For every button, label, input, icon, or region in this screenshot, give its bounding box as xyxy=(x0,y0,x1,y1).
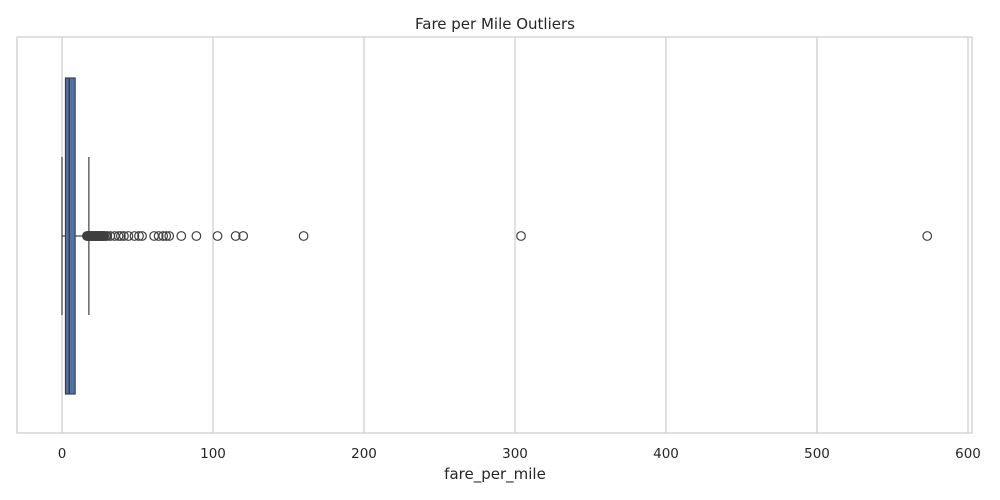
chart-title: Fare per Mile Outliers xyxy=(415,15,575,33)
outlier-point xyxy=(129,231,140,241)
x-tick-label-500: 500 xyxy=(804,446,830,462)
outlier-point xyxy=(230,231,241,241)
outlier-point xyxy=(158,231,169,241)
outlier-point xyxy=(123,231,134,241)
outlier-point xyxy=(191,231,202,241)
outlier-point xyxy=(137,231,147,241)
outlier-point xyxy=(102,231,113,241)
outlier-point xyxy=(153,231,164,241)
outlier-point xyxy=(238,231,249,241)
outlier-point xyxy=(176,231,187,241)
outlier-point xyxy=(115,231,126,241)
outlier-point xyxy=(161,231,172,241)
x-tick-label-100: 100 xyxy=(200,446,226,462)
x-tick-label-400: 400 xyxy=(653,446,679,462)
outlier-point xyxy=(134,231,144,241)
grid-lines xyxy=(61,37,969,433)
x-tick-label-200: 200 xyxy=(351,446,377,462)
outlier-point xyxy=(164,231,175,241)
x-axis-label: fare_per_mile xyxy=(444,465,546,484)
box-iqr xyxy=(64,77,76,395)
outlier-points xyxy=(82,231,933,241)
outlier-point xyxy=(119,231,129,241)
x-tick-labels: 0 100 200 300 400 500 600 xyxy=(58,446,981,462)
plot-area xyxy=(16,36,973,434)
outlier-point xyxy=(298,231,309,241)
x-tick-label-600: 600 xyxy=(955,446,981,462)
x-tick-label-300: 300 xyxy=(502,446,528,462)
outlier-point xyxy=(516,231,526,241)
outlier-point xyxy=(212,231,223,241)
x-tick-label-0: 0 xyxy=(58,446,67,462)
outlier-point xyxy=(922,231,933,241)
boxplot-series xyxy=(61,77,90,395)
